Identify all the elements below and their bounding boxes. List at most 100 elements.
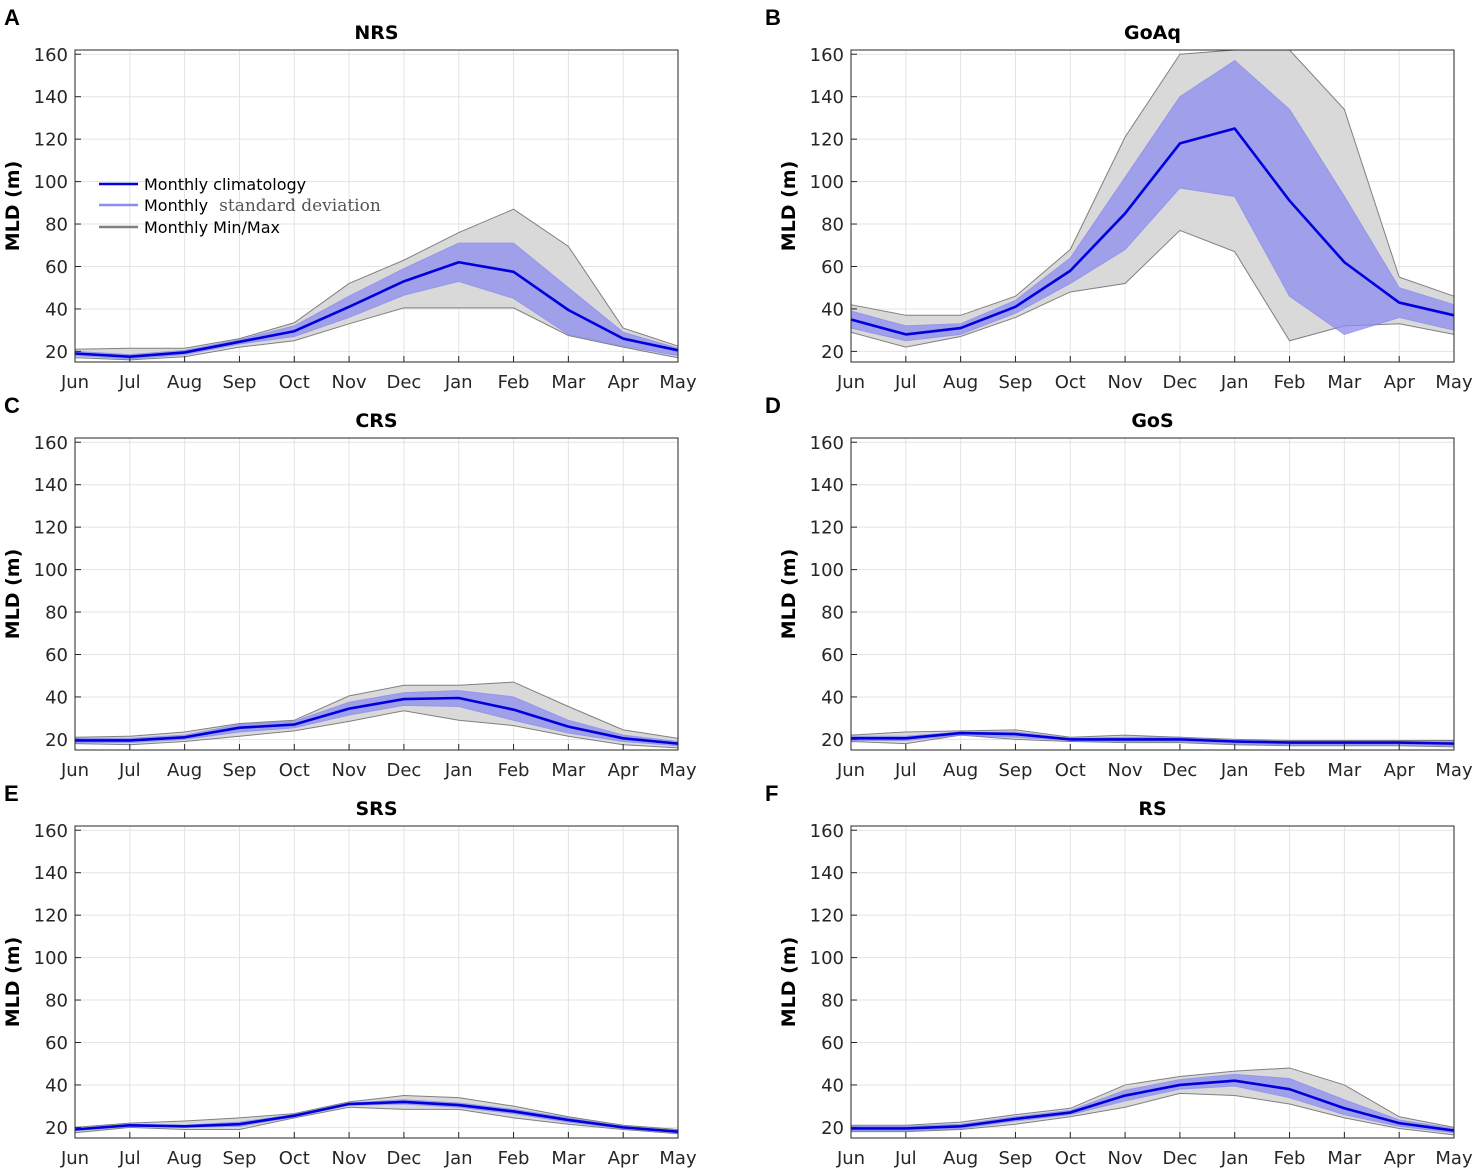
y-tick-label: 60 bbox=[821, 257, 844, 278]
y-tick-label: 20 bbox=[45, 730, 68, 751]
std-band bbox=[75, 243, 678, 359]
x-tick-label: Jun bbox=[60, 372, 89, 393]
x-tick-label: Mar bbox=[551, 372, 586, 393]
y-tick-label: 40 bbox=[45, 299, 68, 320]
y-tick-label: 20 bbox=[45, 342, 68, 363]
x-tick-label: Aug bbox=[167, 760, 202, 781]
legend-label-std: Monthly standard deviation bbox=[144, 196, 381, 216]
panel-letter: A bbox=[4, 5, 20, 30]
y-tick-label: 160 bbox=[34, 45, 68, 66]
y-tick-label: 120 bbox=[810, 906, 844, 927]
x-tick-label: Jan bbox=[1220, 1148, 1249, 1169]
y-tick-label: 140 bbox=[34, 87, 68, 108]
y-tick-label: 60 bbox=[45, 257, 68, 278]
y-tick-label: 100 bbox=[34, 560, 68, 581]
y-axis-label: MLD (m) bbox=[778, 549, 800, 640]
minmax-hi-line bbox=[850, 729, 1454, 741]
y-tick-label: 40 bbox=[821, 299, 844, 320]
std-lo-line bbox=[851, 1085, 1455, 1134]
climatology-line bbox=[850, 127, 1455, 336]
std-lo-line bbox=[850, 187, 1455, 342]
x-tick-label: Oct bbox=[1055, 760, 1086, 781]
x-tick-label: Apr bbox=[1384, 1148, 1416, 1169]
minmax-lo-line bbox=[74, 1106, 679, 1135]
legend: Monthly climatology Monthly standard dev… bbox=[99, 175, 381, 237]
x-tick-label: Feb bbox=[498, 1148, 530, 1169]
y-axis-label: MLD (m) bbox=[2, 549, 24, 640]
x-tick-label: Jun bbox=[60, 1148, 89, 1169]
y-tick-label: 140 bbox=[810, 863, 844, 884]
minmax-hi-line bbox=[850, 49, 1455, 316]
minmax-lo-line bbox=[74, 307, 679, 361]
x-tick-label: Jun bbox=[836, 372, 865, 393]
x-tick-label: Feb bbox=[498, 372, 530, 393]
x-tick-label: May bbox=[1435, 1148, 1473, 1169]
minmax-lo-line bbox=[74, 710, 679, 749]
x-tick-label: Apr bbox=[1384, 372, 1416, 393]
plot-frame bbox=[850, 49, 1455, 363]
y-tick-label: 160 bbox=[810, 45, 844, 66]
climatology-line bbox=[851, 731, 1455, 745]
y-tick-label: 60 bbox=[821, 1033, 844, 1054]
x-tick-label: Jan bbox=[444, 372, 473, 393]
y-tick-label: 60 bbox=[45, 645, 68, 666]
x-tick-label: May bbox=[1435, 760, 1473, 781]
panel-f: F RS MLD (m) 20 40 60 80 100 120 140 160 Jun Jul… bbox=[765, 781, 1473, 1169]
legend-label-climatology: Monthly climatology bbox=[144, 175, 306, 194]
panel-title: NRS bbox=[354, 22, 398, 44]
std-band bbox=[851, 60, 1454, 341]
x-tick-label: Aug bbox=[167, 1148, 202, 1169]
x-tick-label: Jun bbox=[60, 760, 89, 781]
x-tick-label: Apr bbox=[608, 760, 640, 781]
x-tick-label: Oct bbox=[279, 1148, 310, 1169]
y-tick-label: 80 bbox=[821, 603, 844, 624]
y-tick-label: 40 bbox=[45, 1075, 68, 1096]
legend-label-minmax: Monthly Min/Max bbox=[144, 218, 280, 237]
x-tick-label: Nov bbox=[1108, 372, 1143, 393]
y-tick-label: 20 bbox=[821, 342, 844, 363]
x-tick-label: Jul bbox=[118, 372, 141, 393]
std-lo-line bbox=[75, 704, 679, 747]
std-hi-line bbox=[850, 59, 1455, 327]
x-tick-label: Nov bbox=[332, 1148, 367, 1169]
x-tick-label: Jan bbox=[444, 760, 473, 781]
panel-b: B GoAq MLD (m) 20 40 60 80 100 120 140 160 Jun J… bbox=[765, 5, 1473, 393]
plot-frame bbox=[74, 825, 679, 1139]
panel-title: GoAq bbox=[1124, 22, 1181, 44]
y-tick-label: 140 bbox=[810, 87, 844, 108]
y-tick-label: 100 bbox=[34, 948, 68, 969]
std-lo-line bbox=[74, 280, 679, 360]
minmax-hi-line bbox=[74, 208, 679, 350]
x-tick-label: Sep bbox=[222, 1148, 256, 1169]
std-lo-line bbox=[851, 734, 1455, 747]
std-hi-line bbox=[75, 690, 679, 743]
y-tick-label: 120 bbox=[34, 518, 68, 539]
y-axis-label: MLD (m) bbox=[2, 161, 24, 252]
minmax-lo-line bbox=[850, 734, 1455, 748]
y-tick-label: 100 bbox=[810, 560, 844, 581]
x-tick-label: Mar bbox=[1327, 1148, 1362, 1169]
plot-frame bbox=[74, 437, 679, 751]
y-tick-label: 100 bbox=[810, 172, 844, 193]
y-tick-label: 80 bbox=[45, 991, 68, 1012]
y-tick-label: 100 bbox=[810, 948, 844, 969]
panel-letter: B bbox=[765, 5, 781, 30]
x-tick-label: Nov bbox=[1108, 1148, 1143, 1169]
panel-a: A NRS MLD (m) 20 40 60 80 100 120 140 160 Jun Ju… bbox=[2, 5, 697, 393]
plot-frame bbox=[850, 825, 1455, 1139]
y-tick-label: 140 bbox=[34, 863, 68, 884]
panel-title: GoS bbox=[1131, 410, 1173, 432]
y-tick-label: 40 bbox=[821, 687, 844, 708]
x-tick-label: May bbox=[659, 372, 697, 393]
x-tick-label: Dec bbox=[386, 372, 421, 393]
y-tick-label: 80 bbox=[45, 215, 68, 236]
x-tick-label: Dec bbox=[386, 760, 421, 781]
minmax-hi-line bbox=[74, 681, 679, 739]
x-tick-label: Dec bbox=[1162, 1148, 1197, 1169]
panel-letter: C bbox=[4, 393, 20, 418]
y-tick-label: 20 bbox=[821, 730, 844, 751]
climatology-line bbox=[851, 1079, 1455, 1132]
x-tick-label: Feb bbox=[1274, 372, 1306, 393]
x-tick-label: Jan bbox=[444, 1148, 473, 1169]
